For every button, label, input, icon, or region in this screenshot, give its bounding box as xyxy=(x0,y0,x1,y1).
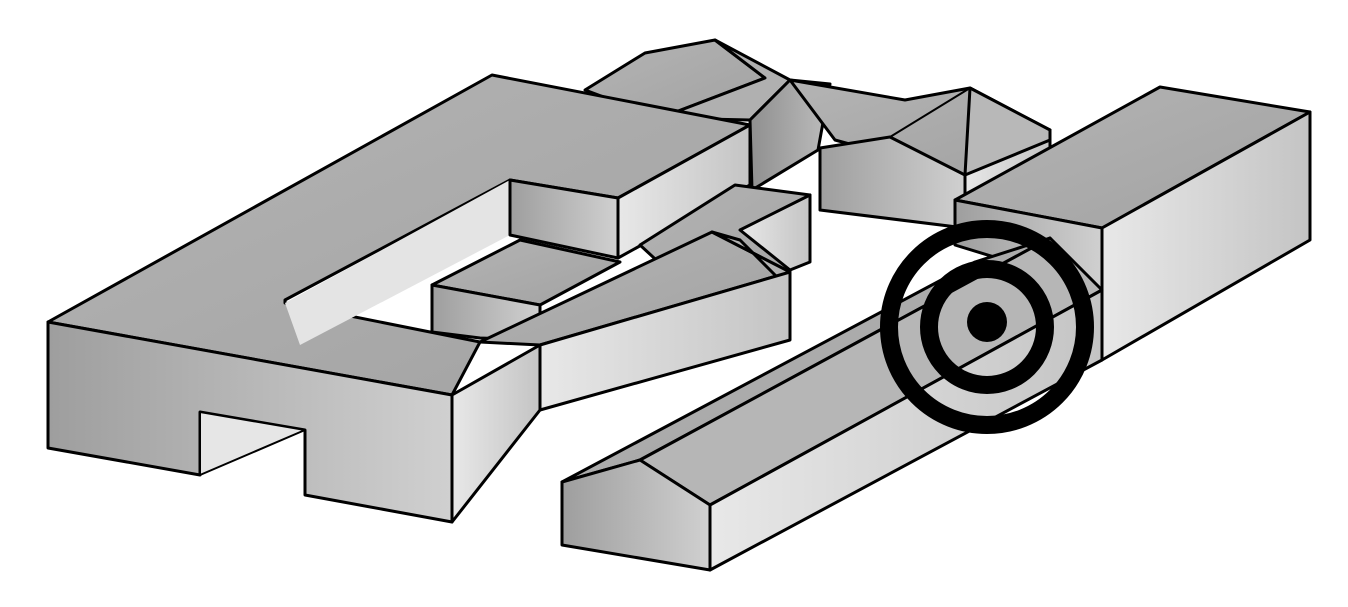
gabled-annex xyxy=(478,183,812,412)
target-center-dot xyxy=(967,302,1007,342)
courtyard-inner-block xyxy=(508,123,752,260)
courtyard-block xyxy=(46,73,752,524)
target-marker-icon xyxy=(880,220,1094,434)
target-inner-ring xyxy=(920,260,1054,394)
target-outer-ring xyxy=(880,220,1094,434)
